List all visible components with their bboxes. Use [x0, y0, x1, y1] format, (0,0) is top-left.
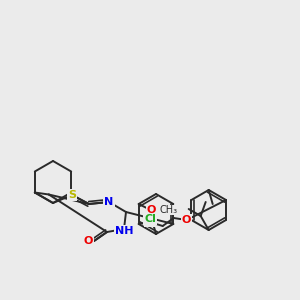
Text: O: O — [182, 215, 191, 225]
Text: Cl: Cl — [144, 214, 156, 224]
Text: O: O — [145, 216, 154, 226]
Text: S: S — [68, 190, 76, 200]
Text: O: O — [147, 205, 156, 215]
Text: NH: NH — [115, 226, 133, 236]
Text: N: N — [104, 197, 114, 207]
Text: CH₃: CH₃ — [160, 205, 178, 215]
Text: O: O — [83, 236, 93, 246]
